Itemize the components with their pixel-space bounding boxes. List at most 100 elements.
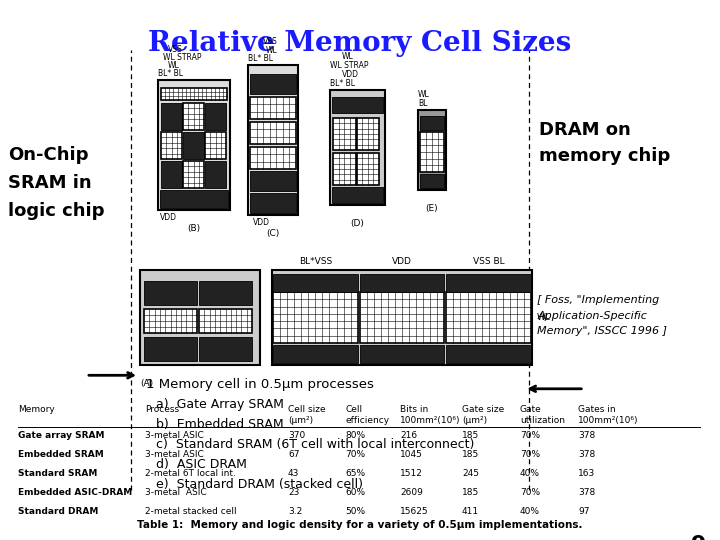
Text: 411: 411: [462, 507, 479, 516]
Text: WL: WL: [266, 46, 278, 55]
Bar: [160, 190, 228, 208]
Text: 40%: 40%: [520, 507, 540, 516]
Bar: [273, 345, 358, 363]
Bar: [332, 187, 383, 203]
Text: logic chip: logic chip: [8, 202, 104, 220]
Text: 378: 378: [578, 488, 595, 497]
Text: (E): (E): [426, 204, 438, 213]
Bar: [273, 292, 358, 343]
Text: 3-metal ASIC: 3-metal ASIC: [145, 431, 204, 440]
Bar: [140, 270, 260, 365]
Bar: [199, 337, 252, 361]
Text: 60%: 60%: [345, 488, 365, 497]
Text: BL* BL: BL* BL: [158, 69, 183, 78]
Text: 15625: 15625: [400, 507, 428, 516]
Bar: [199, 309, 252, 333]
Text: d)  ASIC DRAM: d) ASIC DRAM: [156, 458, 247, 471]
Text: 70%: 70%: [345, 450, 365, 459]
Text: 245: 245: [462, 469, 479, 478]
Text: VDD: VDD: [342, 70, 359, 79]
Text: DRAM on: DRAM on: [539, 121, 631, 139]
Bar: [161, 88, 227, 100]
Bar: [144, 309, 197, 333]
Text: 80%: 80%: [345, 431, 365, 440]
Bar: [250, 147, 296, 169]
Text: VDD: VDD: [160, 213, 177, 222]
Text: 185: 185: [462, 488, 480, 497]
Bar: [183, 161, 204, 188]
Text: WL: WL: [418, 90, 430, 99]
Text: Memory: Memory: [18, 405, 55, 414]
Bar: [420, 116, 444, 130]
Text: Gate array SRAM: Gate array SRAM: [18, 431, 104, 440]
Text: 216: 216: [400, 431, 417, 440]
Text: 9: 9: [690, 535, 706, 540]
Bar: [272, 270, 532, 365]
Text: Standard DRAM: Standard DRAM: [18, 507, 99, 516]
Bar: [161, 132, 182, 159]
Bar: [360, 345, 444, 363]
Text: 2-metal 6T local int.: 2-metal 6T local int.: [145, 469, 236, 478]
Text: VDD: VDD: [392, 257, 412, 266]
Text: 65%: 65%: [345, 469, 365, 478]
Bar: [333, 153, 356, 185]
Bar: [183, 132, 204, 159]
Bar: [144, 281, 197, 305]
Text: 70%: 70%: [520, 488, 540, 497]
Text: 40%: 40%: [520, 469, 540, 478]
Text: Cell
efficiency: Cell efficiency: [345, 405, 389, 425]
Bar: [158, 80, 230, 210]
Text: 50%: 50%: [345, 507, 365, 516]
Text: VSS: VSS: [168, 45, 183, 54]
Text: Cell size
(μm²): Cell size (μm²): [288, 405, 325, 425]
Text: 3.2: 3.2: [288, 507, 302, 516]
Bar: [248, 65, 298, 215]
Bar: [250, 171, 296, 191]
Text: Gate
utilization: Gate utilization: [520, 405, 565, 425]
Text: c)  Standard SRAM (6T cell with local interconnect): c) Standard SRAM (6T cell with local int…: [156, 438, 474, 451]
Bar: [360, 274, 444, 292]
Text: VSS BL: VSS BL: [473, 257, 505, 266]
Text: BL* BL: BL* BL: [248, 54, 273, 63]
Bar: [205, 132, 226, 159]
Text: [ Foss, "Implementing
Application-Specific
Memory", ISSCC 1996 ]: [ Foss, "Implementing Application-Specif…: [537, 295, 667, 336]
Text: 163: 163: [578, 469, 595, 478]
Bar: [161, 161, 182, 188]
Text: e)  Standard DRAM (stacked cell): e) Standard DRAM (stacked cell): [156, 478, 363, 491]
Text: WL: WL: [168, 61, 180, 70]
Text: 97: 97: [578, 507, 590, 516]
Text: (C): (C): [266, 229, 279, 238]
Text: WL STRAP: WL STRAP: [163, 53, 202, 62]
Text: 378: 378: [578, 450, 595, 459]
Text: 70%: 70%: [520, 450, 540, 459]
Text: 1 Memory cell in 0.5μm processes: 1 Memory cell in 0.5μm processes: [146, 378, 374, 391]
Text: Embedded ASIC-DRAM: Embedded ASIC-DRAM: [18, 488, 132, 497]
Text: 23: 23: [288, 488, 300, 497]
Text: VDD: VDD: [253, 218, 270, 227]
Text: 1045: 1045: [400, 450, 423, 459]
Text: 378: 378: [578, 431, 595, 440]
Text: (B): (B): [187, 224, 201, 233]
Bar: [144, 337, 197, 361]
Bar: [446, 345, 531, 363]
Bar: [199, 281, 252, 305]
Bar: [418, 110, 446, 190]
Bar: [205, 161, 226, 188]
Text: b)  Embedded SRAM: b) Embedded SRAM: [156, 418, 284, 431]
Text: (A): (A): [140, 379, 153, 388]
Bar: [183, 103, 204, 130]
Text: WL: WL: [342, 52, 354, 61]
Bar: [161, 103, 182, 130]
Bar: [446, 292, 531, 343]
Text: memory chip: memory chip: [539, 147, 670, 165]
Text: 3-metal  ASIC: 3-metal ASIC: [145, 488, 207, 497]
Bar: [330, 90, 385, 205]
Text: 185: 185: [462, 431, 480, 440]
Bar: [420, 132, 444, 172]
Text: WL STRAP: WL STRAP: [330, 61, 369, 70]
Text: 3-metal ASIC: 3-metal ASIC: [145, 450, 204, 459]
Bar: [420, 174, 444, 188]
Bar: [356, 153, 379, 185]
Text: 70%: 70%: [520, 431, 540, 440]
Bar: [250, 122, 296, 144]
